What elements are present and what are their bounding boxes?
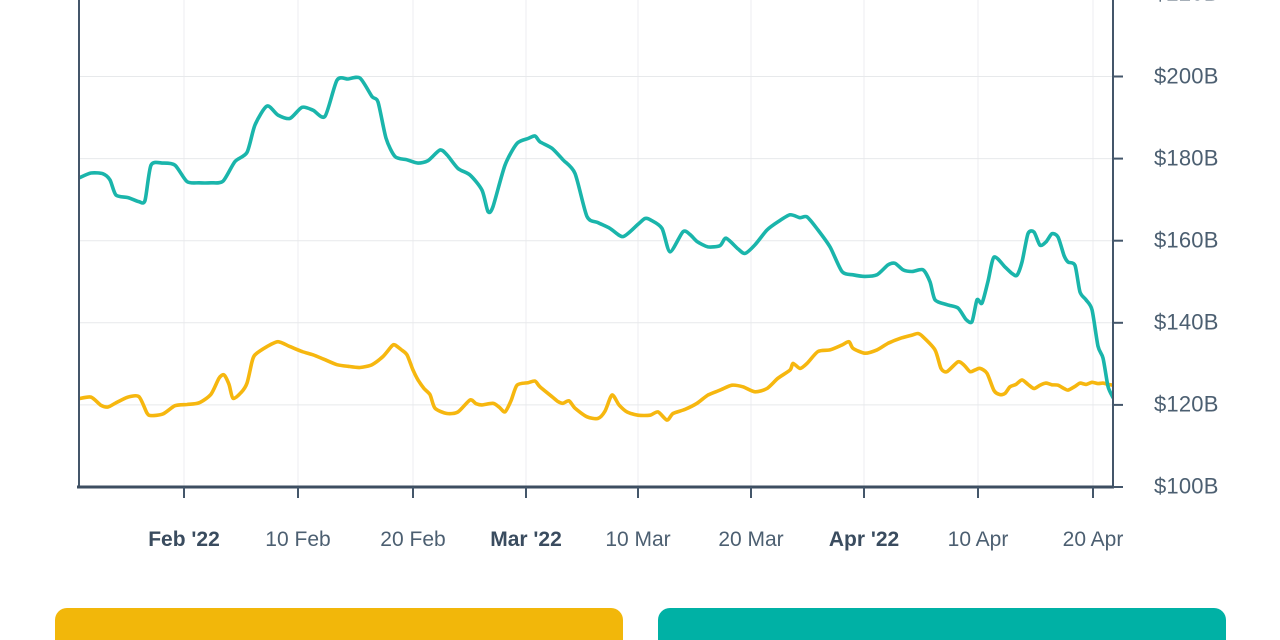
yellow-series-legend-button[interactable] bbox=[55, 608, 623, 640]
x-axis-label: Apr '22 bbox=[828, 528, 900, 551]
teal-series-line[interactable] bbox=[78, 75, 1114, 400]
y-axis-label: $100B bbox=[1154, 473, 1219, 499]
x-axis-label: 20 Apr bbox=[1062, 528, 1124, 551]
x-axis-label: 10 Mar bbox=[605, 528, 671, 551]
x-axis-label: 10 Apr bbox=[947, 528, 1009, 551]
y-axis-label: $180B bbox=[1154, 145, 1219, 171]
x-axis-label: Mar '22 bbox=[490, 528, 562, 551]
y-axis-label: $160B bbox=[1154, 227, 1219, 253]
x-axis-label: Feb '22 bbox=[148, 528, 220, 551]
yellow-series-line[interactable] bbox=[78, 331, 1114, 422]
x-axis-label: 10 Feb bbox=[265, 528, 331, 551]
y-axis-label: $120B bbox=[1154, 391, 1219, 417]
x-axis-label: 20 Mar bbox=[718, 528, 784, 551]
y-axis-label: $140B bbox=[1154, 309, 1219, 335]
x-axis-label: 20 Feb bbox=[380, 528, 446, 551]
y-axis-label: $220B bbox=[1154, 0, 1219, 7]
teal-series-legend-button[interactable] bbox=[658, 608, 1226, 640]
y-axis-label: $200B bbox=[1154, 62, 1219, 88]
